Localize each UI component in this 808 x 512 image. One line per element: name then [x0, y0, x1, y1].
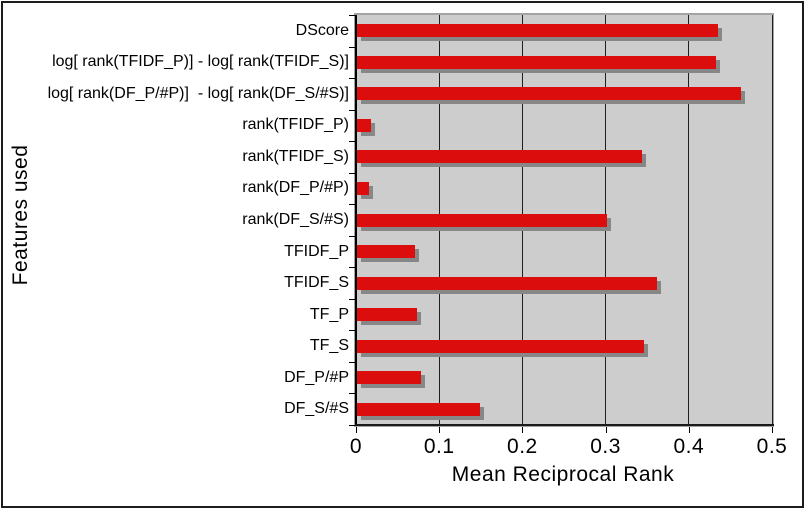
x-tick-mark — [772, 427, 773, 433]
bar — [357, 402, 481, 416]
bar — [357, 371, 422, 385]
x-tick-mark — [356, 427, 357, 433]
plot-area — [354, 13, 774, 427]
y-tick-mark — [349, 361, 356, 363]
x-tick-label: 0.2 — [507, 435, 538, 458]
y-axis-line — [355, 15, 357, 426]
bar — [357, 55, 717, 69]
bar — [357, 150, 642, 164]
category-label: TF_S — [309, 337, 349, 355]
x-tick-label: 0.3 — [590, 435, 621, 458]
y-tick-mark — [349, 298, 356, 300]
category-label: DF_P/#P — [284, 368, 349, 386]
bar — [357, 87, 742, 101]
y-tick-mark — [349, 78, 356, 80]
category-label: log[ rank(TFIDF_P)] - log[ rank(TFIDF_S)… — [52, 53, 349, 71]
x-axis-line — [355, 424, 774, 426]
y-tick-mark — [349, 109, 356, 111]
y-tick-mark — [349, 46, 356, 48]
x-tick-mark — [439, 427, 441, 433]
y-tick-mark — [349, 267, 356, 269]
bar — [357, 308, 417, 322]
y-tick-mark — [349, 425, 356, 426]
category-label: rank(TFIDF_P) — [242, 116, 349, 134]
x-tick-label: 0.5 — [756, 435, 788, 458]
x-tick-label: 0 — [349, 435, 363, 458]
y-tick-mark — [349, 204, 356, 206]
category-label: rank(DF_P/#P) — [242, 179, 349, 197]
bar — [357, 181, 369, 195]
x-axis-title: Mean Reciprocal Rank — [451, 463, 675, 486]
category-label: log[ rank(DF_P/#P)] - log[ rank(DF_S/#S)… — [47, 84, 349, 102]
gridline — [688, 15, 690, 425]
gridline — [771, 15, 773, 425]
category-label: TF_P — [309, 305, 349, 323]
bar — [357, 339, 645, 353]
x-tick-mark — [605, 427, 607, 433]
x-tick-mark — [688, 427, 690, 433]
category-label: DScore — [295, 21, 349, 39]
category-label: DF_S/#S — [284, 400, 349, 418]
x-tick-label: 0.1 — [423, 435, 455, 458]
y-axis-title: Features used — [9, 144, 32, 286]
bar — [357, 213, 607, 227]
bar — [357, 118, 372, 132]
y-tick-mark — [349, 172, 356, 174]
bar — [357, 245, 416, 259]
y-tick-mark — [349, 235, 356, 237]
bar — [357, 276, 657, 290]
y-tick-mark — [349, 393, 356, 395]
bar — [357, 24, 719, 38]
y-tick-mark — [349, 15, 356, 16]
category-label: TFIDF_P — [284, 242, 349, 260]
y-tick-mark — [349, 330, 356, 332]
category-label: TFIDF_S — [284, 274, 349, 292]
x-tick-mark — [522, 427, 524, 433]
y-tick-mark — [349, 141, 356, 143]
category-label: rank(TFIDF_S) — [242, 147, 349, 165]
x-tick-label: 0.4 — [673, 435, 705, 458]
category-label: rank(DF_S/#S) — [242, 211, 349, 228]
